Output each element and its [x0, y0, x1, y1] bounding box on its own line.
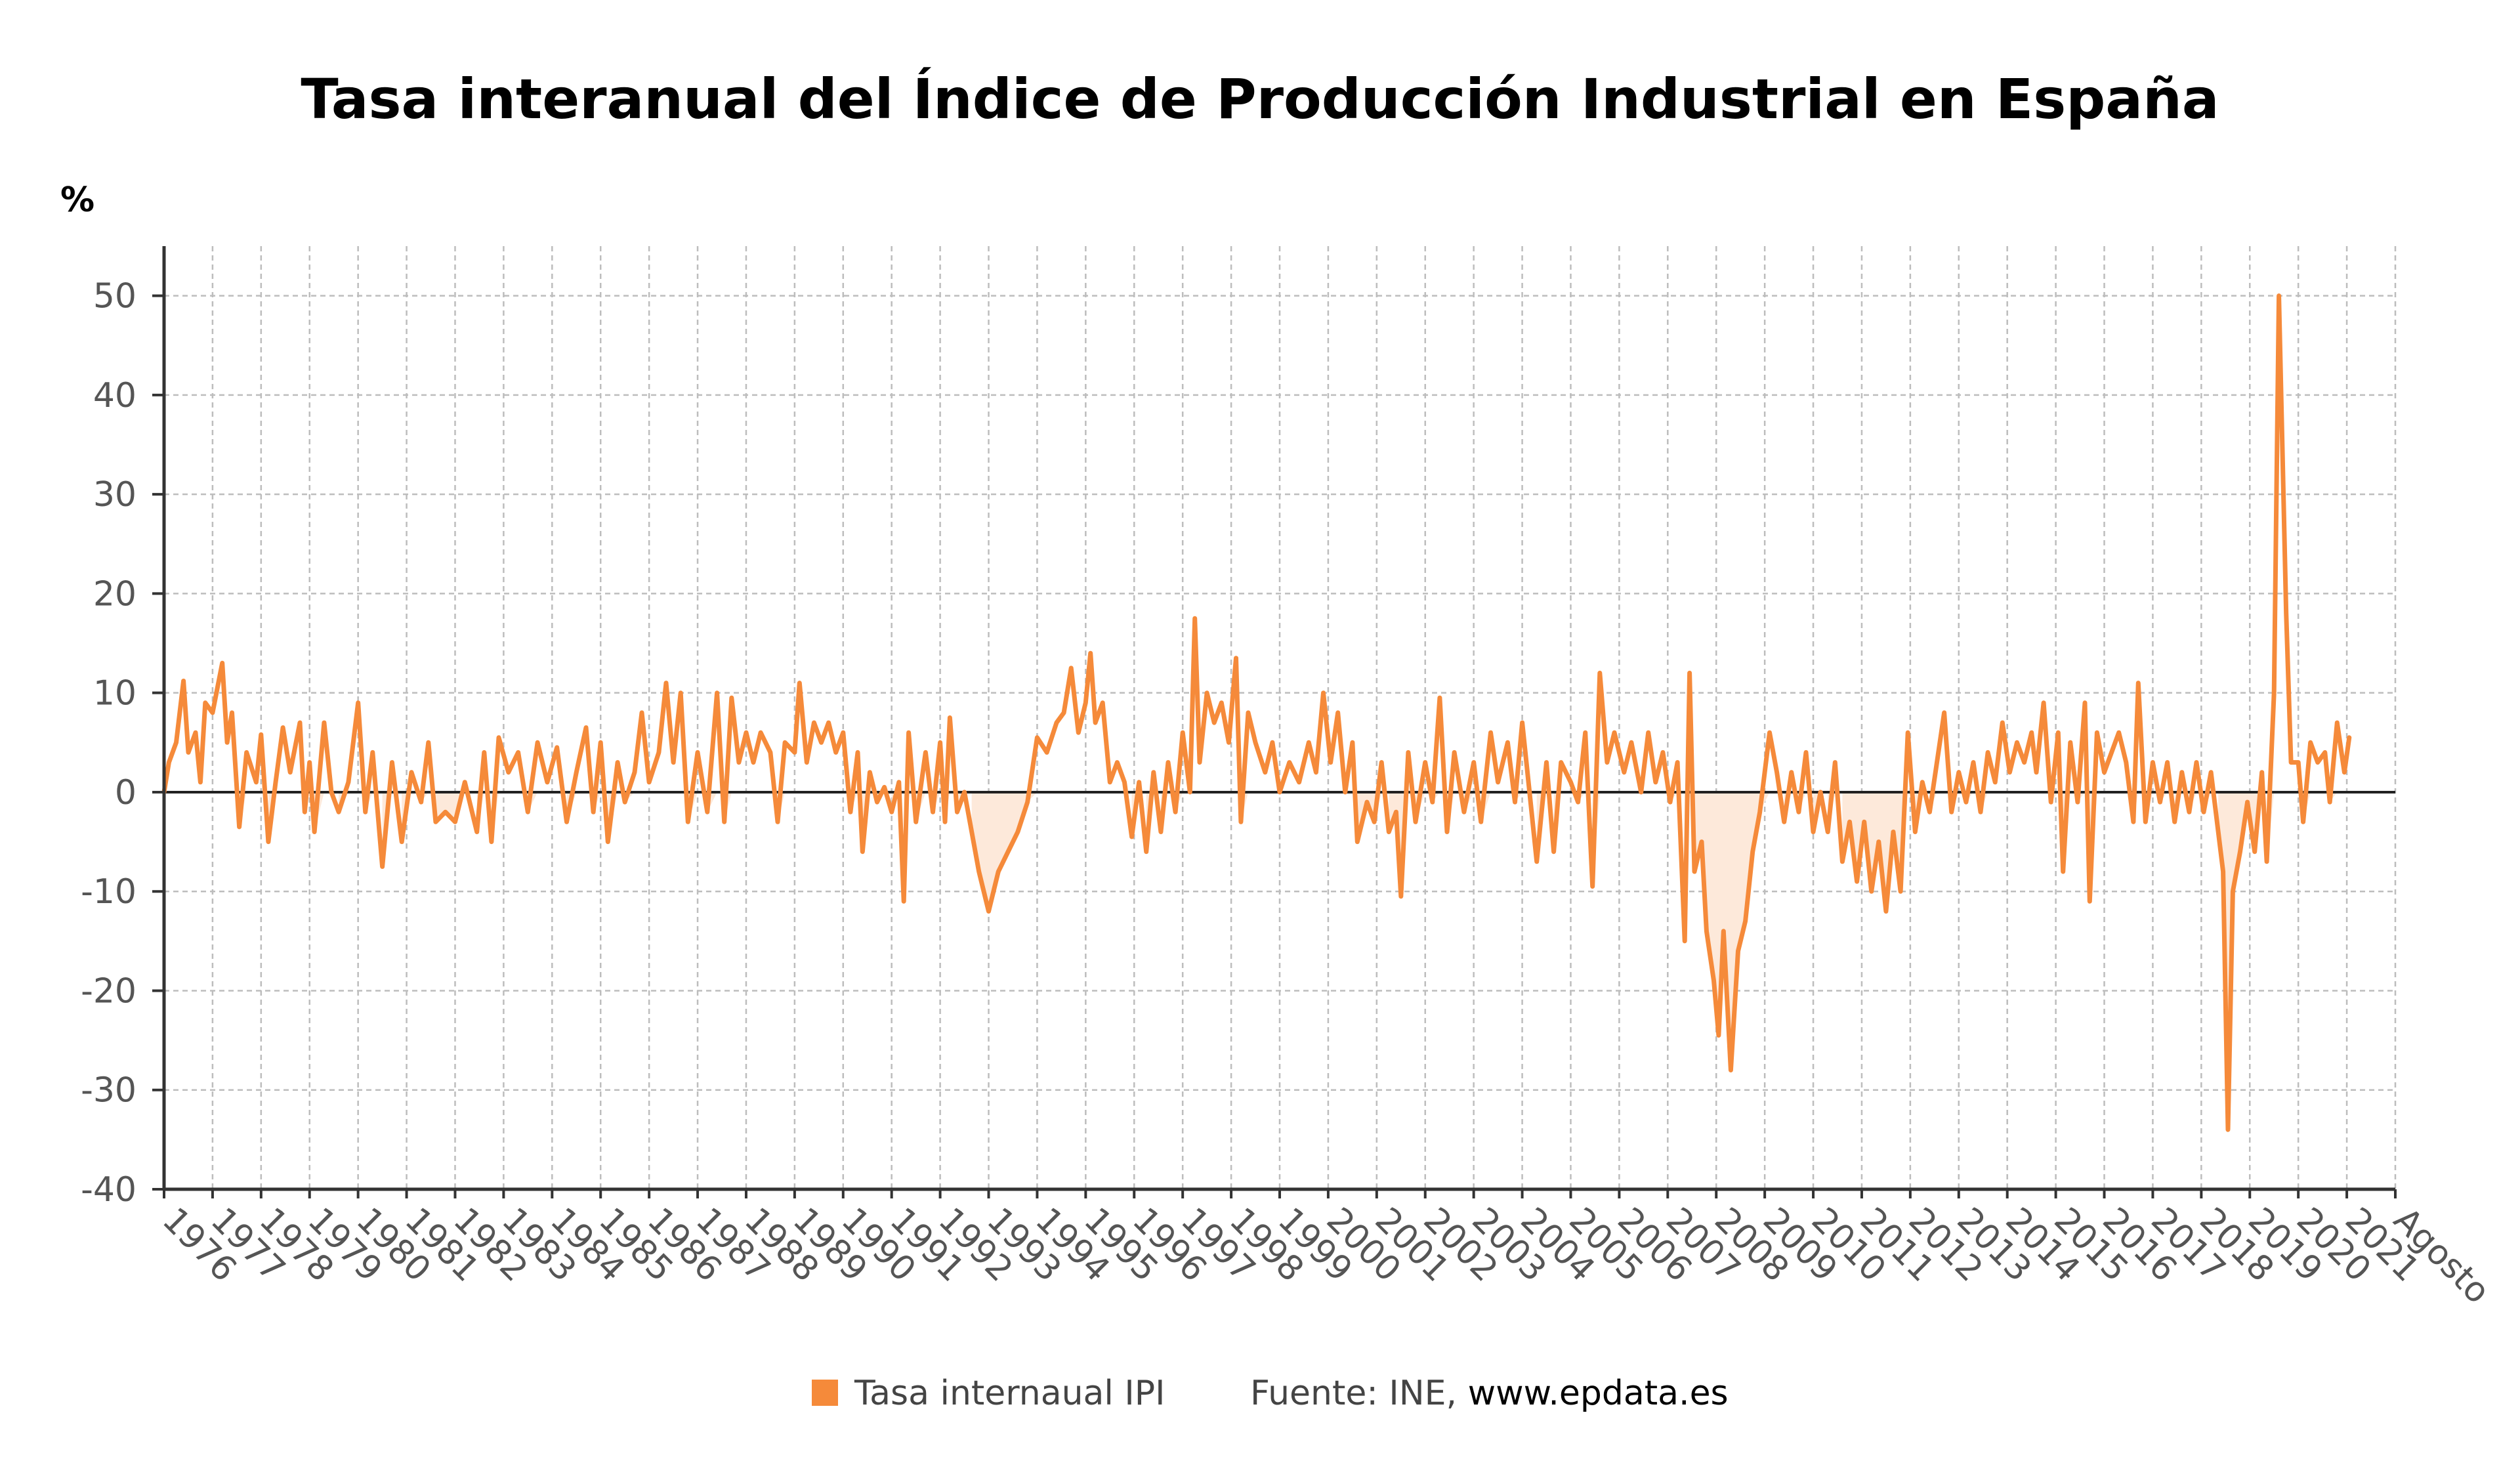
y-tick-label: 10 — [93, 674, 136, 713]
series-line-layer — [161, 293, 2352, 1132]
chart-title: Tasa interanual del Índice de Producción… — [301, 67, 2219, 131]
legend: Tasa internaual IPI — [812, 1374, 1165, 1413]
y-tick-label: -40 — [81, 1170, 136, 1210]
y-tick-label: -30 — [81, 1071, 136, 1110]
x-axis-ticks: 1976197719781979198019811982198319841985… — [155, 1189, 2497, 1311]
y-axis-ticks: 50 40 30 20 10 0 -10 -20 -30 -40 — [81, 277, 164, 1210]
y-tick-label: -10 — [81, 872, 136, 912]
legend-label: Tasa internaual IPI — [854, 1374, 1165, 1413]
negative-area-fill — [239, 792, 2338, 1130]
y-tick-label: 40 — [93, 376, 136, 415]
source-text: Fuente: INE, www.epdata.es — [1250, 1374, 1729, 1413]
y-axis-unit: % — [60, 180, 94, 220]
legend-swatch — [812, 1380, 838, 1406]
y-tick-label: -20 — [81, 971, 136, 1011]
y-tick-label: 30 — [93, 475, 136, 515]
negative-area — [239, 792, 2338, 1130]
y-tick-label: 0 — [115, 773, 136, 813]
source: Fuente: INE, www.epdata.es — [1250, 1374, 1729, 1413]
y-tick-label: 50 — [93, 277, 136, 316]
y-tick-label: 20 — [93, 574, 136, 614]
grid — [163, 246, 2397, 1191]
source-url: www.epdata.es — [1468, 1374, 1729, 1413]
series-line — [161, 293, 2352, 1132]
source-label: Fuente: INE, — [1250, 1374, 1468, 1413]
